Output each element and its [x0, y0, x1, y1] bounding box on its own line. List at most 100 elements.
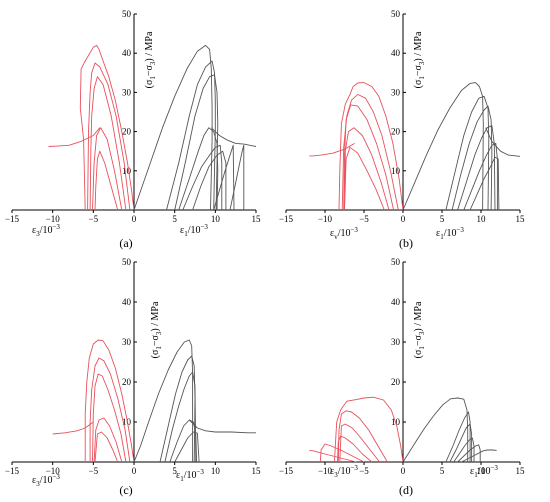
x-tick-label: 15 [516, 466, 526, 476]
x-axis-label-right: ε1​/10−3​ [176, 468, 204, 483]
panel-label: (b) [399, 236, 413, 250]
series-line-6 [402, 82, 484, 211]
y-tick-label: 50 [391, 9, 401, 19]
y-tick-label: 40 [122, 48, 132, 58]
series-line-3 [93, 417, 123, 463]
series-line-4 [319, 443, 365, 463]
panel-label: (c) [119, 483, 132, 497]
y-tick-label: 10 [391, 166, 401, 176]
series-line-11 [461, 449, 497, 463]
panel-a: −15 −10 −5 0 5 10 15 10 20 30 40 50 (σ1​−σ3​) / MPa ε… [5, 9, 261, 250]
x-tick-label: −10 [318, 214, 333, 224]
x-axis-label-left: ε3​/10−3​ [330, 464, 358, 479]
series-line-4 [94, 431, 119, 463]
series-line-9 [453, 437, 475, 463]
y-tick-label: 30 [122, 87, 132, 97]
series-line-5 [52, 421, 94, 435]
series-line-14 [229, 144, 245, 211]
x-tick-label: −5 [359, 466, 369, 476]
series-line-13 [213, 144, 235, 211]
series-line-10 [463, 142, 498, 211]
x-tick-label: −15 [5, 214, 20, 224]
series-line-0 [338, 82, 404, 211]
series-line-8 [164, 371, 197, 463]
y-tick-label: 30 [391, 337, 401, 347]
series-line-3 [337, 435, 373, 463]
y-tick-label: 50 [391, 257, 401, 267]
x-tick-label: 0 [401, 466, 406, 476]
series-line-6 [402, 397, 469, 463]
y-tick-label: 20 [122, 377, 132, 387]
series-line-2 [339, 423, 380, 463]
x-tick-label: 10 [477, 466, 487, 476]
x-axis-label-left: ε3​/10−3​ [32, 223, 60, 238]
series-line-0 [84, 339, 135, 463]
x-tick-label: 0 [132, 214, 137, 224]
x-tick-label: 15 [252, 466, 262, 476]
series-line-8 [174, 74, 219, 211]
series-line-0 [79, 44, 135, 211]
series-line-2 [92, 373, 127, 463]
y-tick-label: 30 [391, 87, 401, 97]
y-tick-label: 50 [122, 9, 132, 19]
y-tick-label: 20 [391, 127, 401, 137]
series-line-1 [89, 357, 131, 463]
x-tick-label: 5 [172, 214, 177, 224]
series-line-3 [92, 127, 123, 211]
series-line-10 [182, 144, 223, 211]
y-axis-label: (σ1​−σ3​) / MPa [144, 31, 157, 88]
y-tick-label: 20 [122, 127, 132, 137]
x-tick-label: 10 [211, 466, 221, 476]
series-line-4 [94, 150, 119, 211]
series-line-10 [174, 431, 200, 463]
x-tick-label: −5 [359, 214, 369, 224]
x-axis-label-right: ε1​/10−3​ [436, 226, 464, 241]
y-tick-label: 40 [391, 48, 401, 58]
series-line-9 [457, 125, 496, 211]
panel-c: −15 −10 −5 0 5 10 15 10 20 30 40 50 (σ1​−σ3​) / MPa ε… [5, 257, 261, 497]
y-tick-label: 40 [391, 297, 401, 307]
x-tick-label: −10 [46, 214, 61, 224]
series-line-5 [309, 143, 355, 157]
panel-b: −15 −10 −5 0 5 10 15 10 20 30 40 50 (σ1​−σ3​) / MPa ε… [279, 9, 525, 250]
y-tick-label: 20 [391, 377, 401, 387]
x-tick-label: −15 [5, 466, 20, 476]
series-line-8 [449, 423, 473, 463]
series-line-1 [337, 410, 388, 463]
x-tick-label: −15 [279, 466, 294, 476]
series-line-5 [48, 127, 101, 147]
x-axis-label-right: ε1​/10−3​ [180, 223, 208, 238]
series-line-6 [133, 44, 213, 211]
series-line-11 [192, 150, 227, 211]
series-line-5 [309, 449, 357, 463]
x-tick-label: 5 [440, 466, 445, 476]
series-line-12 [210, 127, 257, 147]
x-axis-label-right: ε1​/10−3​ [470, 464, 498, 479]
x-tick-label: 0 [132, 466, 137, 476]
y-axis-label: (σ1​−σ3​) / MPa [413, 31, 426, 88]
y-tick-label: 10 [122, 417, 132, 427]
y-axis-label: (σ1​−σ3​) / MPa [413, 301, 426, 358]
x-tick-label: −5 [89, 466, 99, 476]
x-tick-label: 5 [440, 214, 445, 224]
series-line-7 [445, 411, 471, 463]
x-tick-label: −5 [89, 214, 99, 224]
series-line-1 [87, 62, 131, 211]
series-line-4 [344, 146, 385, 211]
x-tick-label: −10 [318, 466, 333, 476]
series-line-3 [344, 127, 390, 211]
y-axis-label: (σ1​−σ3​) / MPa [150, 301, 163, 358]
series-line-10 [457, 444, 481, 463]
x-tick-label: 5 [172, 466, 177, 476]
panel-label: (d) [399, 483, 413, 497]
series-line-7 [445, 95, 490, 211]
series-line-6 [133, 339, 194, 463]
x-tick-label: 15 [252, 214, 262, 224]
series-line-7 [166, 60, 216, 211]
x-tick-label: −15 [279, 214, 294, 224]
series-line-0 [333, 396, 404, 463]
x-tick-label: 15 [516, 214, 526, 224]
y-tick-label: 10 [122, 166, 132, 176]
series-line-11 [188, 419, 256, 434]
